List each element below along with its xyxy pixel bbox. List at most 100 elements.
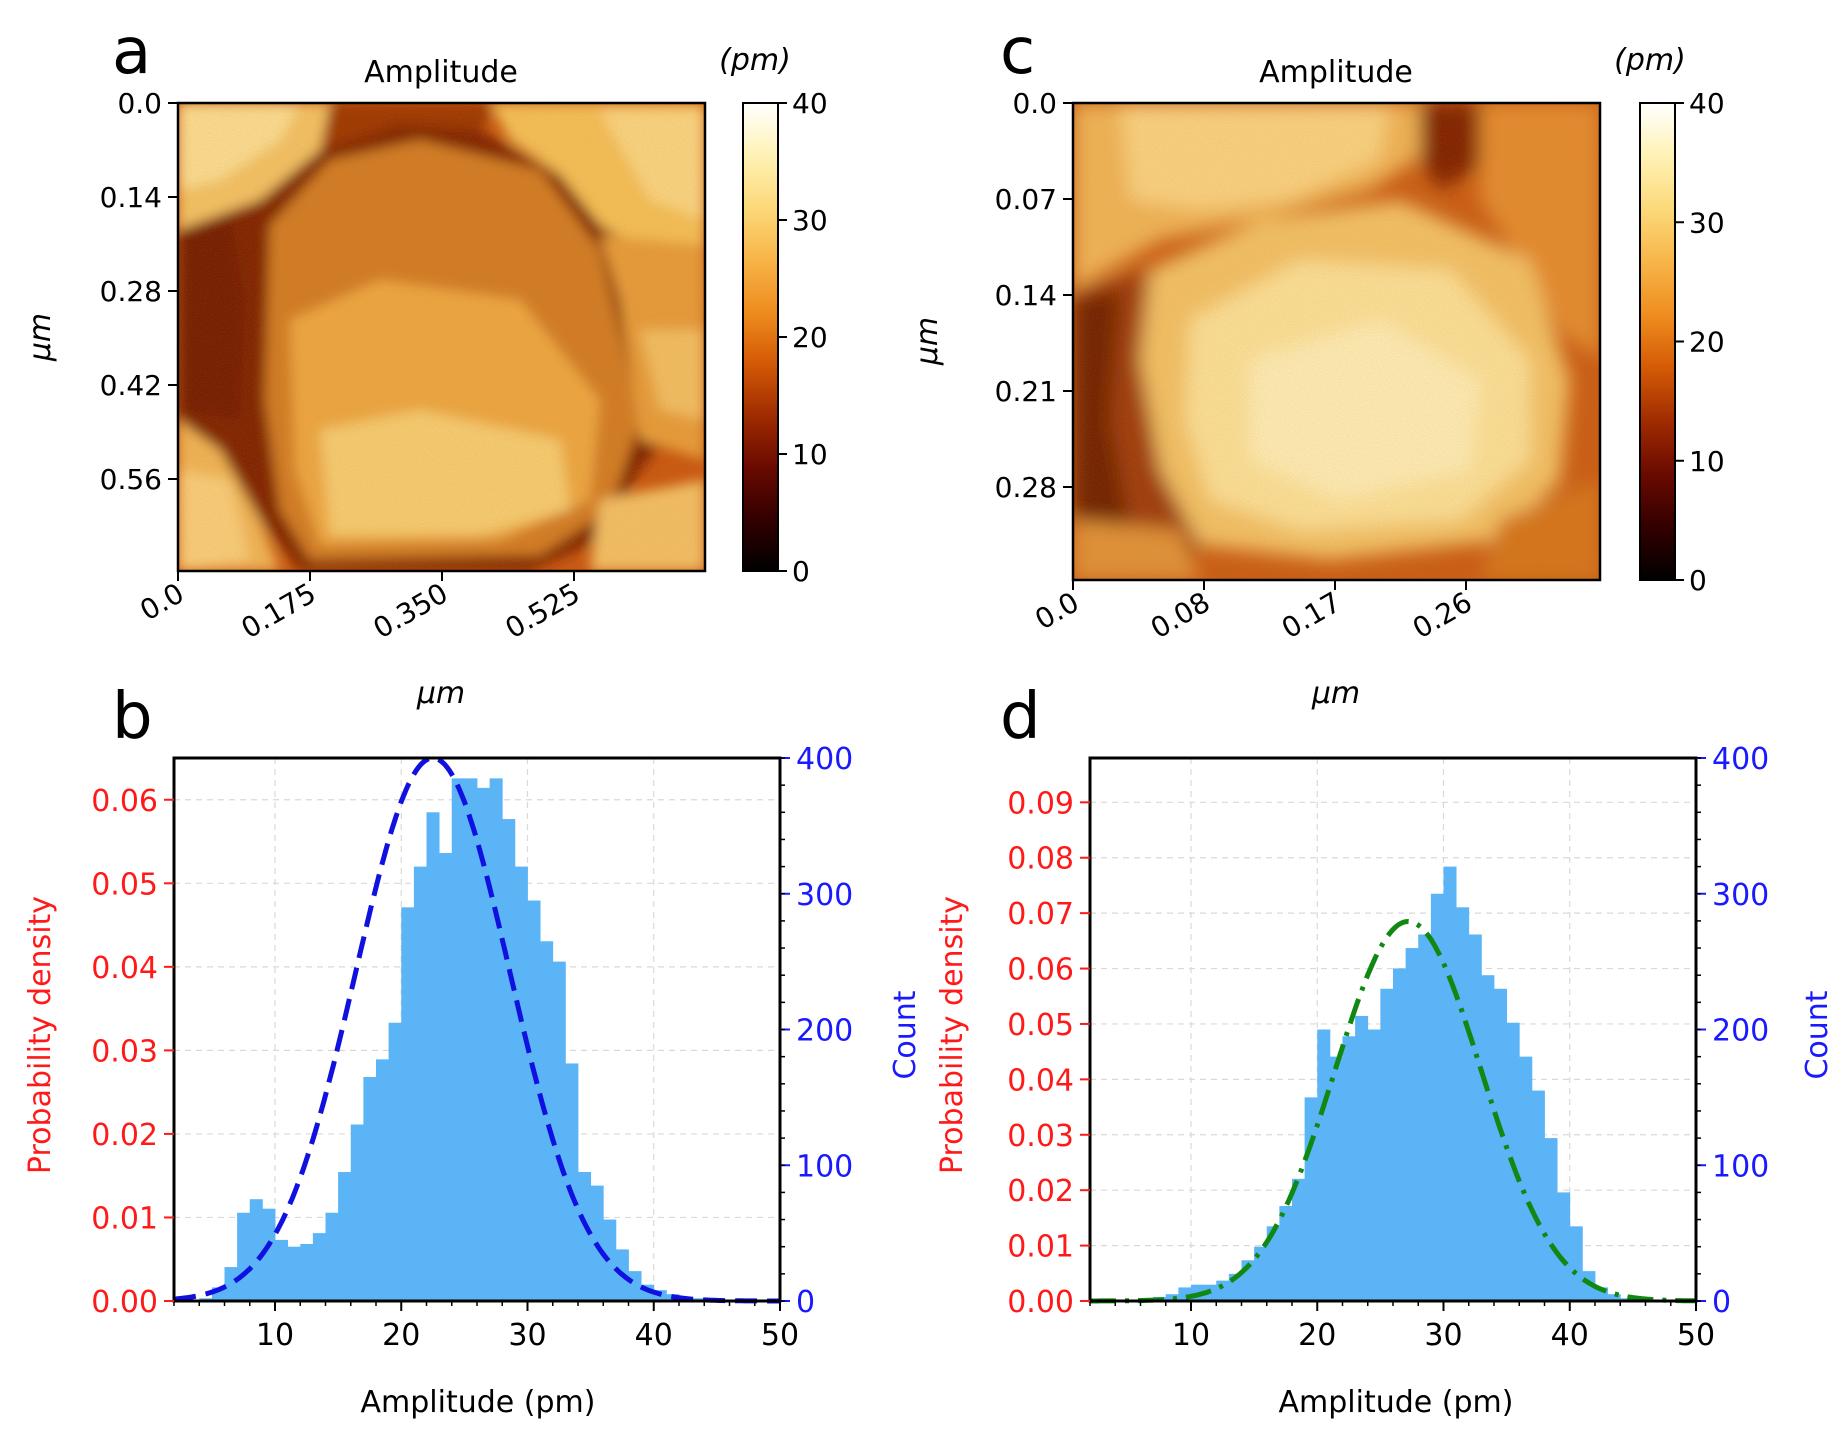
- histogram-bar: [1430, 893, 1444, 1301]
- left-axis-label-d: Probability density: [935, 896, 970, 1174]
- right-y-ticks: 0 100 200 300 400: [780, 742, 853, 1320]
- colorbar-a: [742, 102, 779, 572]
- x-tick-label: 10: [256, 1318, 294, 1353]
- x-axis-label-d: Amplitude (pm): [1279, 1385, 1514, 1420]
- heatmap-frame-c: [1071, 101, 1602, 582]
- gaussian-fit-curve: [1090, 918, 1696, 1304]
- x-tick-label: 0.0: [1029, 585, 1084, 636]
- plot-area-b: 10 20 30 40 500.000.010.020.030.040.050.0601…: [91, 742, 853, 1353]
- histogram-bar: [363, 1077, 377, 1301]
- histogram-bar: [1329, 1056, 1343, 1301]
- heatmap-title-a: Amplitude: [364, 55, 518, 90]
- histogram-bar: [451, 778, 465, 1301]
- left-tick-label: 0.07: [1007, 897, 1074, 932]
- histogram-bar: [552, 961, 566, 1301]
- y-tick-label: 0.21: [995, 375, 1057, 408]
- x-tick-label: 30: [1424, 1318, 1462, 1353]
- histogram-bar: [1342, 1036, 1356, 1301]
- x-tick-label: 40: [635, 1318, 673, 1353]
- histogram-bar: [376, 1059, 390, 1301]
- histogram-bar: [477, 787, 491, 1301]
- colorbar-tick-label: 0: [792, 555, 810, 588]
- right-tick-label: 100: [1712, 1149, 1769, 1184]
- left-tick-label: 0.06: [91, 784, 158, 819]
- left-tick-label: 0.03: [1007, 1119, 1074, 1154]
- y-tick-label: 0.28: [995, 471, 1057, 504]
- left-tick-label: 0.05: [1007, 1008, 1074, 1043]
- y-ticks-a: 0.0 0.14 0.28 0.42 0.56: [100, 87, 178, 496]
- histogram-bar: [502, 819, 516, 1301]
- x-tick-label: 0.525: [500, 576, 586, 645]
- x-ticks: 10 20 30 40 50: [1089, 1301, 1715, 1353]
- x-axis-label-b: Amplitude (pm): [361, 1385, 596, 1420]
- x-tick-label: 0.175: [236, 576, 322, 645]
- histogram-bar: [1531, 1090, 1545, 1301]
- colorbar-tick-label: 20: [792, 321, 828, 354]
- y-ticks-c: 0.0 0.07 0.14 0.21 0.28: [995, 87, 1073, 504]
- panel-label-b: b: [112, 680, 153, 754]
- left-axis-label-b: Probability density: [23, 896, 58, 1174]
- histogram-bar: [401, 907, 415, 1301]
- y-tick-label: 0.28: [100, 275, 162, 308]
- colorbar-tick-label: 10: [792, 438, 828, 471]
- x-tick-label: 20: [382, 1318, 420, 1353]
- histogram-bar: [1254, 1246, 1268, 1301]
- histogram-bar: [1367, 1029, 1381, 1301]
- left-tick-label: 0.04: [1007, 1063, 1074, 1098]
- histogram-bar: [464, 778, 478, 1301]
- histogram-bar: [1607, 1294, 1621, 1301]
- histogram-bars: [199, 778, 730, 1301]
- right-axis-label-d: Count: [1800, 990, 1835, 1079]
- histogram-bars: [1153, 866, 1634, 1301]
- histogram-bar: [287, 1246, 301, 1301]
- histogram-bar: [1494, 988, 1508, 1301]
- x-ticks-a: 0.0 0.175 0.350 0.525: [134, 571, 586, 645]
- histogram-bar: [413, 866, 427, 1301]
- y-tick-label: 0.07: [995, 183, 1057, 216]
- colorbar-tick-label: 40: [792, 87, 828, 120]
- x-ticks: 10 20 30 40 50: [173, 1301, 799, 1353]
- y-tick-label: 0.42: [100, 369, 162, 402]
- colorbar-c: [1639, 102, 1676, 581]
- right-tick-label: 0: [1712, 1285, 1731, 1320]
- x-axis-label-a: μm: [416, 676, 465, 711]
- panel-c: c Amplitude: [910, 15, 1725, 711]
- left-tick-label: 0.09: [1007, 786, 1074, 821]
- plot-area-d: 10 20 30 40 500.000.010.020.030.040.050.060.…: [1007, 742, 1769, 1353]
- histogram-bar: [388, 1022, 402, 1301]
- x-tick-label: 50: [761, 1318, 799, 1353]
- right-tick-label: 0: [796, 1285, 815, 1320]
- left-tick-label: 0.00: [91, 1285, 158, 1320]
- histogram-bar: [1165, 1294, 1179, 1301]
- heatmap-image-c: [1073, 103, 1600, 580]
- right-tick-label: 200: [1712, 1014, 1769, 1049]
- heatmap-image-a: [178, 103, 705, 571]
- gaussian-fit-curve: [173, 755, 780, 1304]
- colorbar-unit-a: (pm): [719, 43, 791, 78]
- colorbar-tick-label: 30: [1689, 206, 1725, 239]
- histogram-bar: [1216, 1280, 1230, 1301]
- right-tick-label: 300: [796, 878, 853, 913]
- histogram-bar: [1481, 975, 1495, 1301]
- x-tick-label: 10: [1172, 1318, 1210, 1353]
- heatmap-title-c: Amplitude: [1259, 55, 1413, 90]
- histogram-bar: [1418, 934, 1432, 1301]
- y-tick-label: 0.0: [1012, 87, 1057, 120]
- y-tick-label: 0.0: [117, 87, 162, 120]
- histogram-bar: [1405, 948, 1419, 1301]
- y-axis-label-a: μm: [23, 313, 58, 362]
- histogram-bar: [312, 1233, 326, 1301]
- histogram-bar: [1443, 866, 1457, 1301]
- y-tick-label: 0.14: [100, 181, 162, 214]
- panel-label-d: d: [1000, 680, 1041, 754]
- histogram-bar: [1279, 1205, 1293, 1301]
- histogram-bar: [1468, 934, 1482, 1301]
- histogram-bar: [578, 1172, 592, 1301]
- colorbar-tick-label: 10: [1689, 445, 1725, 478]
- left-tick-label: 0.02: [1007, 1174, 1074, 1209]
- x-tick-label: 0.0: [134, 576, 189, 627]
- y-tick-label: 0.56: [100, 463, 162, 496]
- y-axis-label-c: μm: [910, 317, 945, 366]
- histogram-bar: [1266, 1226, 1280, 1301]
- histogram-bar: [439, 853, 453, 1301]
